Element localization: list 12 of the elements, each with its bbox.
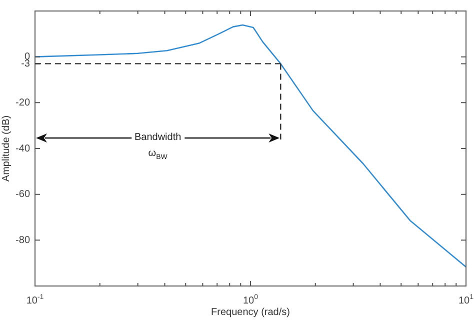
annotation: Bandwidth	[131, 132, 184, 144]
x-axis-title: Frequency (rad/s)	[211, 306, 290, 318]
y-tick-label: -80	[16, 234, 30, 246]
x-tick-label: 10$^{0}$	[242, 293, 258, 308]
x-tick-label: 10$^{-1}$	[26, 293, 44, 308]
y-tick-label: -60	[16, 189, 30, 200]
y-tick-label: -40	[16, 143, 30, 154]
y-axis-title: Amplitude (dB)	[0, 115, 12, 182]
annotation: ω$_{BW}$	[145, 148, 170, 164]
y-tick-label: -3	[21, 58, 30, 70]
x-tick-label: 10$^{1}$	[458, 293, 474, 308]
y-tick-label: -20	[16, 97, 30, 108]
